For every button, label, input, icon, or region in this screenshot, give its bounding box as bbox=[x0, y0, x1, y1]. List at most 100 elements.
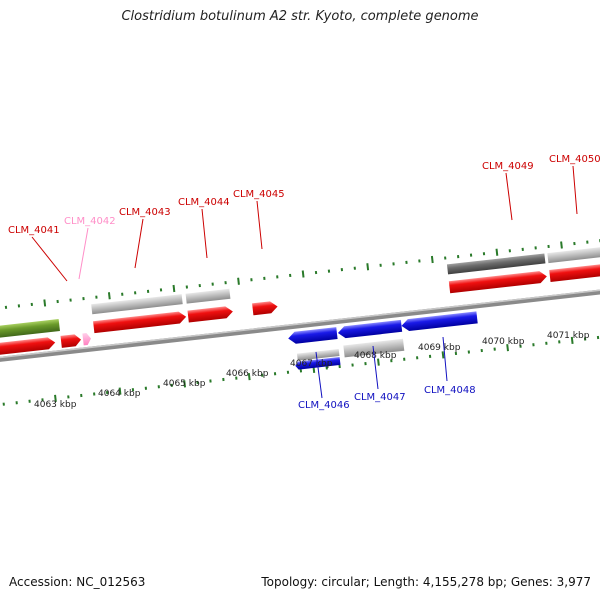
minor-tick bbox=[325, 366, 328, 370]
minor-tick bbox=[30, 302, 33, 307]
forward-cds-arrow[interactable] bbox=[252, 301, 278, 316]
minor-tick bbox=[428, 354, 432, 358]
gene-label[interactable]: CLM_4045 bbox=[233, 189, 285, 200]
major-tick bbox=[54, 394, 57, 402]
label-leader-line bbox=[78, 227, 89, 280]
minor-tick bbox=[338, 364, 341, 369]
gene-label[interactable]: CLM_4048 bbox=[424, 385, 476, 396]
minor-tick bbox=[418, 259, 421, 263]
reverse-cds-arrow[interactable] bbox=[337, 319, 403, 339]
forward-cds-arrow[interactable] bbox=[60, 334, 82, 348]
minor-tick bbox=[353, 266, 356, 270]
gene-label[interactable]: CLM_4049 bbox=[482, 161, 534, 172]
minor-tick bbox=[545, 341, 548, 345]
pseudo-gene-arrow[interactable] bbox=[82, 333, 91, 346]
scale-label: 4068 kbp bbox=[354, 351, 397, 361]
gray-feature[interactable] bbox=[547, 243, 600, 264]
gene-label[interactable]: CLM_4041 bbox=[8, 225, 60, 236]
minor-tick bbox=[82, 297, 85, 301]
minor-tick bbox=[340, 268, 344, 272]
green-feature[interactable] bbox=[0, 319, 60, 341]
minor-tick bbox=[508, 249, 511, 253]
minor-tick bbox=[2, 402, 5, 406]
minor-tick bbox=[260, 373, 264, 377]
minor-tick bbox=[351, 363, 354, 367]
gene-label[interactable]: CLM_4043 bbox=[119, 207, 171, 218]
minor-tick bbox=[467, 350, 471, 354]
minor-tick bbox=[405, 260, 408, 264]
forward-cds-arrow[interactable] bbox=[93, 311, 187, 334]
minor-tick bbox=[586, 240, 589, 244]
backbone-highlight bbox=[0, 282, 600, 363]
gene-label[interactable]: CLM_4046 bbox=[298, 400, 350, 411]
major-tick bbox=[183, 380, 187, 388]
label-leader-line bbox=[256, 200, 263, 250]
minor-tick bbox=[28, 399, 31, 403]
minor-tick bbox=[131, 388, 135, 392]
minor-tick bbox=[286, 370, 290, 374]
minor-tick bbox=[95, 295, 98, 299]
major-tick bbox=[506, 344, 509, 352]
minor-tick bbox=[4, 305, 8, 309]
forward-cds-arrow[interactable] bbox=[0, 337, 56, 358]
minor-tick bbox=[67, 395, 70, 399]
minor-tick bbox=[157, 385, 160, 389]
scale-label: 4070 kbp bbox=[482, 337, 525, 347]
minor-tick bbox=[390, 359, 393, 363]
major-tick bbox=[430, 255, 434, 264]
gene-label[interactable]: CLM_4044 bbox=[178, 197, 230, 208]
label-leader-line bbox=[505, 172, 513, 221]
accession-label: Accession: NC_012563 bbox=[9, 575, 146, 589]
minor-tick bbox=[573, 241, 576, 246]
major-tick bbox=[237, 277, 240, 285]
major-tick bbox=[560, 241, 563, 249]
reverse-cds-arrow[interactable] bbox=[288, 327, 338, 344]
minor-tick bbox=[519, 344, 522, 348]
minor-tick bbox=[521, 247, 524, 251]
label-leader-line bbox=[442, 336, 448, 382]
minor-tick bbox=[170, 383, 173, 387]
scale-label: 4071 kbp bbox=[547, 331, 590, 341]
forward-cds-arrow[interactable] bbox=[187, 306, 233, 323]
minor-tick bbox=[456, 254, 460, 259]
minor-tick bbox=[159, 288, 163, 292]
minor-tick bbox=[314, 270, 318, 275]
minor-tick bbox=[416, 356, 419, 360]
minor-tick bbox=[493, 347, 496, 351]
scale-label: 4063 kbp bbox=[34, 400, 77, 410]
label-leader-line bbox=[372, 345, 379, 390]
major-tick bbox=[247, 373, 251, 381]
gene-label[interactable]: CLM_4047 bbox=[354, 392, 406, 403]
forward-cds-arrow[interactable] bbox=[448, 270, 548, 294]
major-tick bbox=[377, 358, 380, 366]
minor-tick bbox=[146, 289, 150, 293]
scale-label: 4066 kbp bbox=[226, 369, 269, 379]
minor-tick bbox=[222, 377, 225, 382]
reverse-cds-arrow[interactable] bbox=[401, 311, 478, 332]
forward-cds-arrow[interactable] bbox=[549, 260, 600, 282]
gene-label[interactable]: CLM_4050 bbox=[549, 154, 600, 165]
scale-label: 4064 kbp bbox=[98, 389, 141, 399]
major-tick bbox=[570, 336, 574, 344]
major-tick bbox=[495, 248, 499, 256]
gray-feature[interactable] bbox=[91, 294, 183, 315]
minor-tick bbox=[250, 278, 253, 282]
major-tick bbox=[301, 270, 305, 278]
minor-tick bbox=[444, 256, 447, 260]
minor-tick bbox=[144, 386, 148, 390]
dark-feature[interactable] bbox=[446, 253, 546, 275]
minor-tick bbox=[56, 299, 59, 304]
gray-feature[interactable] bbox=[296, 348, 340, 361]
gray-feature[interactable] bbox=[343, 338, 405, 358]
label-leader-line bbox=[201, 208, 208, 259]
minor-tick bbox=[80, 393, 83, 398]
gray-feature[interactable] bbox=[185, 288, 231, 304]
map-title: Clostridium botulinum A2 str. Kyoto, com… bbox=[121, 9, 479, 24]
gene-label[interactable]: CLM_4042 bbox=[64, 216, 116, 227]
minor-tick bbox=[596, 335, 600, 340]
minor-tick bbox=[196, 380, 199, 385]
minor-tick bbox=[534, 246, 537, 250]
major-tick bbox=[172, 284, 176, 293]
